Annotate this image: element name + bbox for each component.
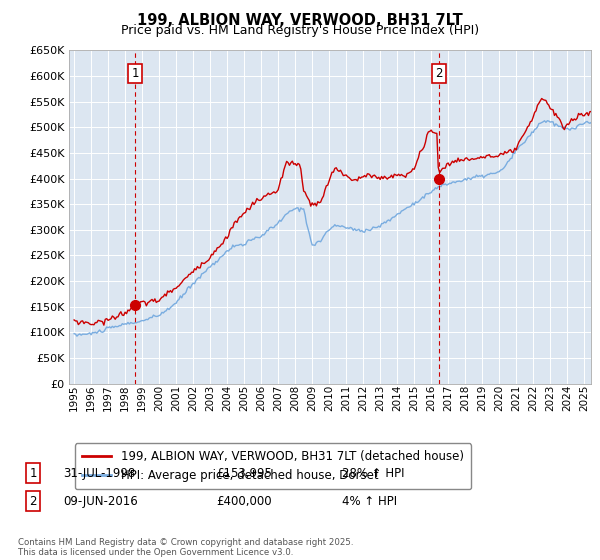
- Text: 28% ↑ HPI: 28% ↑ HPI: [342, 466, 404, 480]
- Text: £153,995: £153,995: [216, 466, 272, 480]
- Text: 09-JUN-2016: 09-JUN-2016: [63, 494, 138, 508]
- Legend: 199, ALBION WAY, VERWOOD, BH31 7LT (detached house), HPI: Average price, detache: 199, ALBION WAY, VERWOOD, BH31 7LT (deta…: [75, 444, 471, 489]
- Text: £400,000: £400,000: [216, 494, 272, 508]
- Text: 1: 1: [29, 466, 37, 480]
- Text: 4% ↑ HPI: 4% ↑ HPI: [342, 494, 397, 508]
- Text: 1: 1: [131, 67, 139, 80]
- Text: Contains HM Land Registry data © Crown copyright and database right 2025.
This d: Contains HM Land Registry data © Crown c…: [18, 538, 353, 557]
- Text: 199, ALBION WAY, VERWOOD, BH31 7LT: 199, ALBION WAY, VERWOOD, BH31 7LT: [137, 13, 463, 28]
- Text: Price paid vs. HM Land Registry's House Price Index (HPI): Price paid vs. HM Land Registry's House …: [121, 24, 479, 37]
- Text: 31-JUL-1998: 31-JUL-1998: [63, 466, 135, 480]
- Text: 2: 2: [435, 67, 442, 80]
- Text: 2: 2: [29, 494, 37, 508]
